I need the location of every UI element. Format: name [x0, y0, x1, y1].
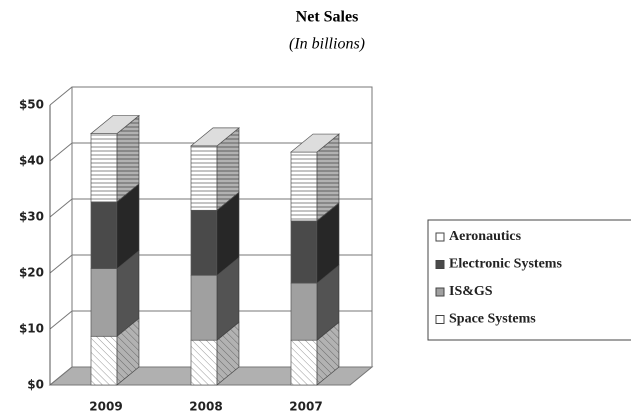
- x-tick-label: 2007: [289, 400, 322, 414]
- legend-label: Aeronautics: [449, 229, 522, 244]
- bar-segment: [190, 191, 240, 276]
- bar-front: [90, 268, 118, 337]
- bar-top: [90, 115, 140, 134]
- bar-segment: [190, 127, 240, 212]
- bar-front: [90, 133, 118, 203]
- bar-front: [90, 335, 118, 386]
- bar-front: [290, 220, 318, 284]
- y-tick-label: $20: [19, 266, 44, 280]
- bar-side-shade: [217, 257, 239, 341]
- bar-front: [290, 151, 318, 222]
- bar-front: [190, 274, 218, 341]
- bar-segment: [90, 249, 140, 338]
- bar-side-shade: [217, 322, 239, 385]
- bar-segment: [190, 256, 240, 341]
- bar-front: [190, 209, 218, 276]
- y-tick-label: $50: [19, 98, 44, 112]
- bar-side-shade: [117, 318, 139, 385]
- bar-segment: [290, 264, 340, 341]
- legend-swatch: [435, 315, 445, 324]
- grid-line: [49, 142, 372, 162]
- bar-segment: [90, 114, 140, 203]
- grid-line: [49, 254, 372, 274]
- legend-label: Electronic Systems: [449, 257, 562, 272]
- bar-front: [190, 339, 218, 386]
- bar-side-shade: [317, 265, 339, 341]
- bar-segment: [190, 321, 240, 386]
- bar-side-shade: [117, 183, 139, 269]
- bar-segment: [290, 321, 340, 386]
- bar-side-shade: [117, 115, 139, 202]
- bar-front: [90, 201, 118, 269]
- y-tick-label: $0: [27, 378, 44, 392]
- bar-front: [190, 145, 218, 211]
- y-tick-label: $30: [19, 210, 44, 224]
- chart-subtitle: (In billions): [289, 36, 365, 53]
- grid-line: [49, 310, 372, 330]
- y-tick-label: $40: [19, 154, 44, 168]
- bar-segment: [90, 183, 140, 270]
- grid-line: [49, 86, 372, 106]
- legend-swatch: [435, 260, 445, 269]
- bar-side-shade: [117, 250, 139, 337]
- bar-segment: [90, 317, 140, 386]
- x-tick-label: 2009: [89, 400, 122, 414]
- legend-box: [427, 219, 631, 341]
- x-tick-label: 2008: [189, 400, 222, 414]
- grid-line: [49, 366, 372, 386]
- grid-line: [49, 198, 372, 218]
- bar-segment: [290, 133, 340, 222]
- bar-side-shade: [317, 134, 339, 221]
- bar-top: [290, 133, 340, 153]
- chart-title: Net Sales: [296, 9, 359, 26]
- bar-side-shade: [217, 192, 239, 276]
- bar-front: [290, 282, 318, 341]
- bar-side-shade: [317, 322, 339, 385]
- bar-segment: [290, 202, 340, 284]
- y-tick-label: $10: [19, 322, 44, 336]
- legend-swatch: [435, 287, 445, 297]
- bar-top: [190, 127, 240, 147]
- bar-side-shade: [217, 127, 239, 211]
- bar-side-shade: [317, 202, 339, 284]
- legend-label: Space Systems: [449, 312, 536, 327]
- bar-front: [290, 339, 318, 386]
- legend-label: IS&GS: [449, 284, 493, 299]
- legend-swatch: [435, 232, 445, 242]
